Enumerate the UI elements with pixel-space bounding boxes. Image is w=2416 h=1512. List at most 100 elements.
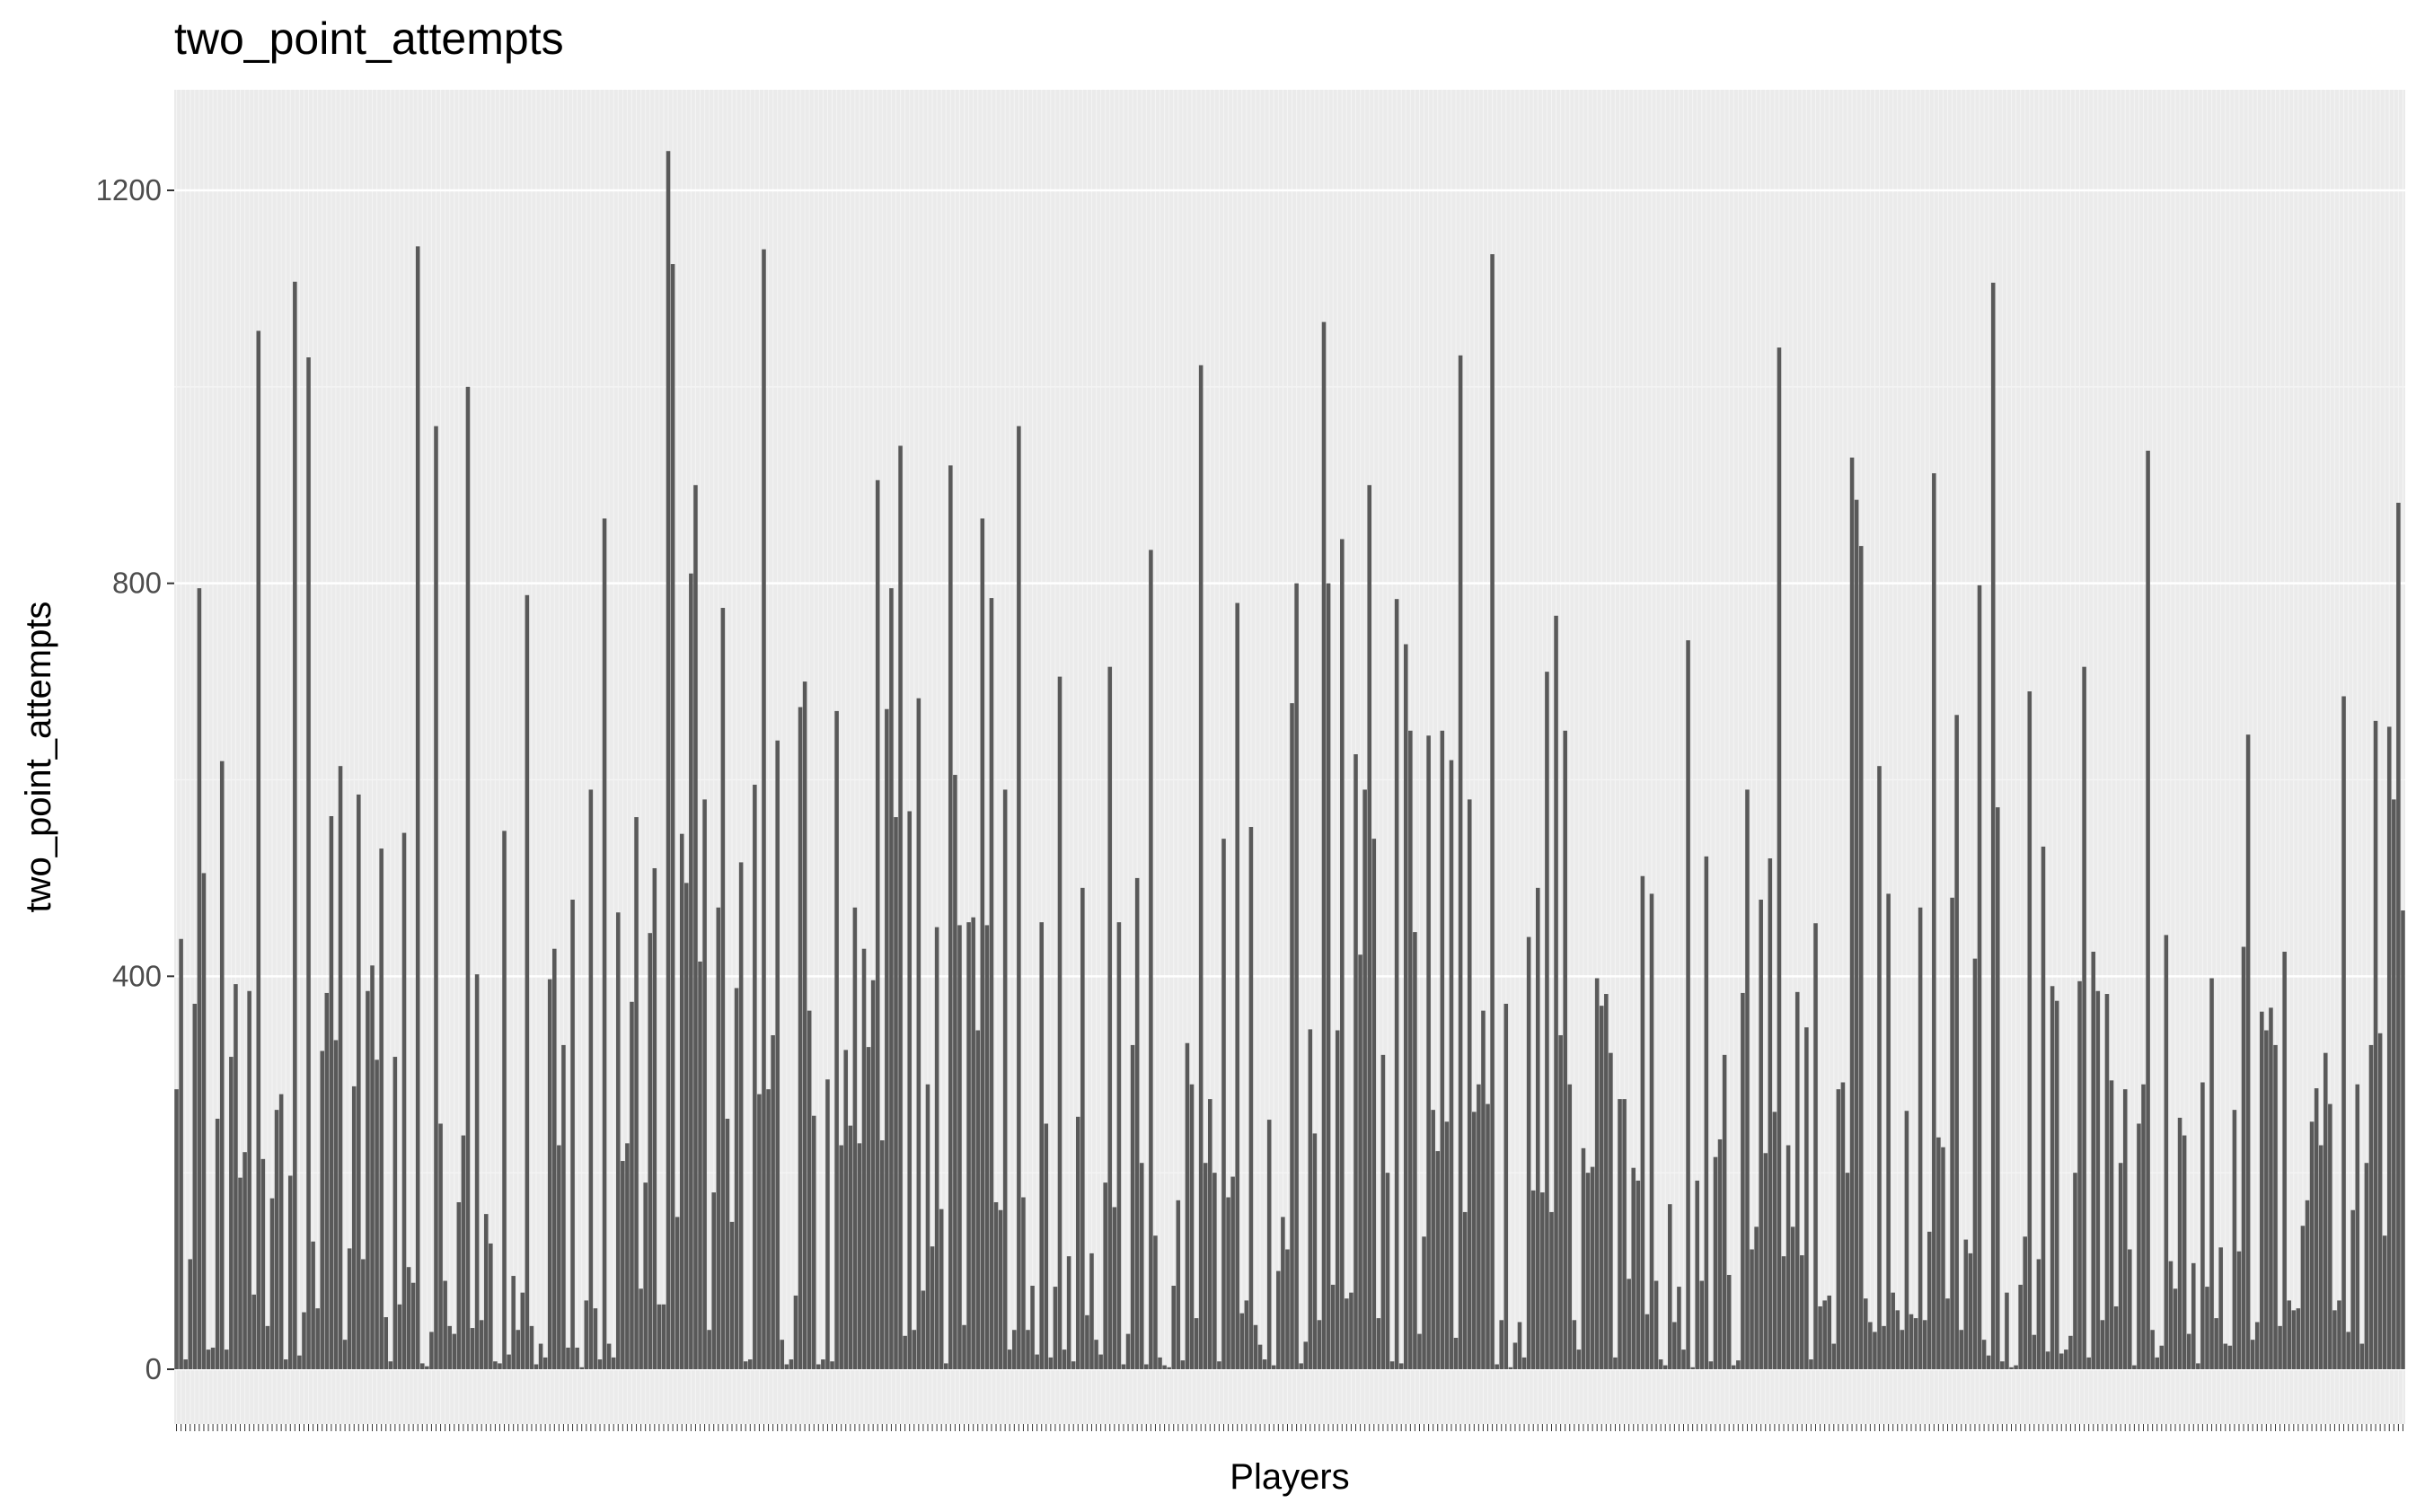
bar bbox=[533, 1364, 539, 1369]
bar bbox=[711, 1192, 717, 1369]
bar bbox=[210, 1347, 216, 1369]
bar bbox=[753, 784, 757, 1369]
bar bbox=[2000, 1361, 2005, 1369]
bar bbox=[1486, 1103, 1490, 1369]
bar bbox=[2260, 1011, 2264, 1369]
bar bbox=[219, 760, 225, 1369]
bar bbox=[1121, 1364, 1126, 1369]
bar bbox=[1244, 1300, 1249, 1369]
bar bbox=[1453, 1337, 1459, 1369]
bar bbox=[1394, 599, 1399, 1369]
bar bbox=[702, 799, 707, 1369]
bar bbox=[1858, 546, 1864, 1369]
bar bbox=[2200, 1082, 2205, 1369]
bar bbox=[479, 1320, 484, 1369]
bar bbox=[2009, 1367, 2014, 1369]
bar bbox=[2223, 1343, 2228, 1369]
bar bbox=[1248, 827, 1254, 1369]
bar bbox=[410, 1282, 416, 1369]
bar bbox=[670, 264, 675, 1369]
bar bbox=[2182, 1135, 2187, 1369]
bar bbox=[597, 1359, 603, 1369]
bar bbox=[225, 1349, 229, 1369]
bar bbox=[2300, 1226, 2306, 1369]
bar bbox=[1125, 1333, 1131, 1369]
bar bbox=[511, 1276, 516, 1369]
bar bbox=[1281, 1217, 1285, 1369]
bar bbox=[1499, 1320, 1504, 1369]
bar bbox=[2168, 1261, 2174, 1369]
bar bbox=[2113, 1305, 2119, 1369]
bar bbox=[1389, 1361, 1395, 1369]
bar bbox=[1422, 1236, 1426, 1369]
bar bbox=[679, 833, 684, 1369]
bar bbox=[1212, 1173, 1217, 1369]
bar bbox=[1996, 807, 2000, 1369]
bar bbox=[1558, 1034, 1563, 1369]
bar bbox=[2159, 1345, 2165, 1369]
bar bbox=[2269, 1007, 2273, 1369]
bar bbox=[661, 1304, 666, 1369]
bar bbox=[1863, 1298, 1868, 1369]
bar bbox=[1408, 730, 1413, 1369]
bar bbox=[1822, 1300, 1827, 1369]
bar bbox=[716, 907, 721, 1369]
bar bbox=[1171, 1285, 1177, 1369]
bar bbox=[1030, 1285, 1035, 1369]
bar bbox=[401, 832, 407, 1369]
bar bbox=[1981, 1340, 1987, 1369]
bar bbox=[1536, 887, 1540, 1369]
bar bbox=[438, 1123, 443, 1369]
bar bbox=[1417, 1333, 1422, 1369]
bar bbox=[1668, 1204, 1672, 1369]
bar bbox=[1158, 1357, 1162, 1369]
bar bbox=[1882, 1325, 1886, 1369]
bar bbox=[1526, 936, 1531, 1369]
bar bbox=[925, 1084, 930, 1369]
bar bbox=[2032, 1334, 2037, 1369]
bar bbox=[1413, 932, 1417, 1369]
bar bbox=[1636, 1180, 1641, 1369]
bar bbox=[529, 1325, 534, 1369]
chart-title: two_point_attempts bbox=[174, 13, 564, 64]
bar bbox=[287, 1175, 293, 1369]
bar bbox=[1481, 1010, 1486, 1369]
bar bbox=[1717, 1138, 1723, 1369]
bar bbox=[675, 1217, 680, 1369]
bar bbox=[962, 1324, 966, 1369]
bar bbox=[1653, 1280, 1659, 1369]
bar bbox=[2023, 1236, 2027, 1369]
bar bbox=[2291, 1310, 2297, 1369]
bar bbox=[2232, 1110, 2237, 1369]
bar bbox=[725, 1118, 730, 1369]
bar bbox=[483, 1214, 489, 1369]
bar bbox=[939, 1209, 944, 1369]
bar bbox=[971, 917, 975, 1369]
bar bbox=[1057, 676, 1063, 1369]
bar bbox=[880, 1140, 885, 1369]
bar bbox=[1868, 1322, 1873, 1369]
bar bbox=[1954, 715, 1959, 1369]
bar bbox=[470, 1328, 475, 1369]
bar bbox=[2128, 1249, 2132, 1369]
plot-panel bbox=[174, 90, 2405, 1424]
bar bbox=[2241, 946, 2246, 1369]
bar bbox=[361, 1259, 366, 1369]
bar bbox=[2359, 1343, 2365, 1369]
bar bbox=[615, 912, 621, 1369]
bar bbox=[2018, 1284, 2023, 1369]
bar bbox=[839, 1145, 843, 1369]
bar bbox=[1217, 1361, 1221, 1369]
bar bbox=[379, 848, 384, 1369]
bar bbox=[2382, 1235, 2387, 1369]
bar bbox=[907, 811, 912, 1369]
bar bbox=[757, 1094, 762, 1369]
bar bbox=[2245, 734, 2251, 1369]
bar bbox=[311, 1241, 315, 1369]
bar bbox=[1704, 856, 1709, 1369]
bar bbox=[1918, 907, 1923, 1369]
bar bbox=[1658, 1359, 1663, 1369]
bar bbox=[206, 1349, 211, 1369]
bar bbox=[1662, 1365, 1668, 1369]
bar bbox=[1708, 1361, 1714, 1369]
